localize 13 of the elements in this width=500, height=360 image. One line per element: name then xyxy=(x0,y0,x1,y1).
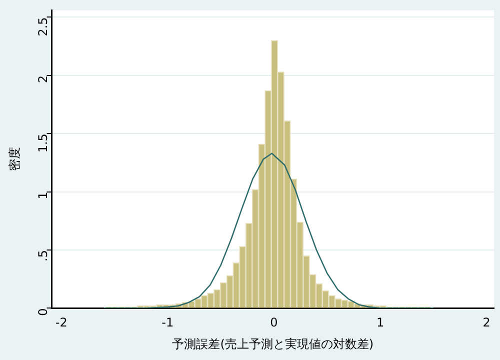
x-tick-label: -1 xyxy=(162,316,174,330)
y-tick-label: 0 xyxy=(36,308,50,316)
y-tick-label: 1.5 xyxy=(36,134,50,153)
y-axis-title: 密度 xyxy=(7,147,22,172)
y-tick-label: 2.5 xyxy=(36,17,50,36)
x-tick-label: -2 xyxy=(55,316,68,330)
x-tick-label: 0 xyxy=(270,316,278,330)
x-axis-title: 予測誤差(売上予測と実現値の対数差) xyxy=(172,336,374,351)
x-tick-label: 2 xyxy=(482,316,490,330)
x-tick-label: 1 xyxy=(376,316,384,330)
y-tick-label: 1 xyxy=(36,192,50,200)
y-tick-label: .5 xyxy=(36,250,50,262)
y-tick-label: 2 xyxy=(36,75,50,84)
